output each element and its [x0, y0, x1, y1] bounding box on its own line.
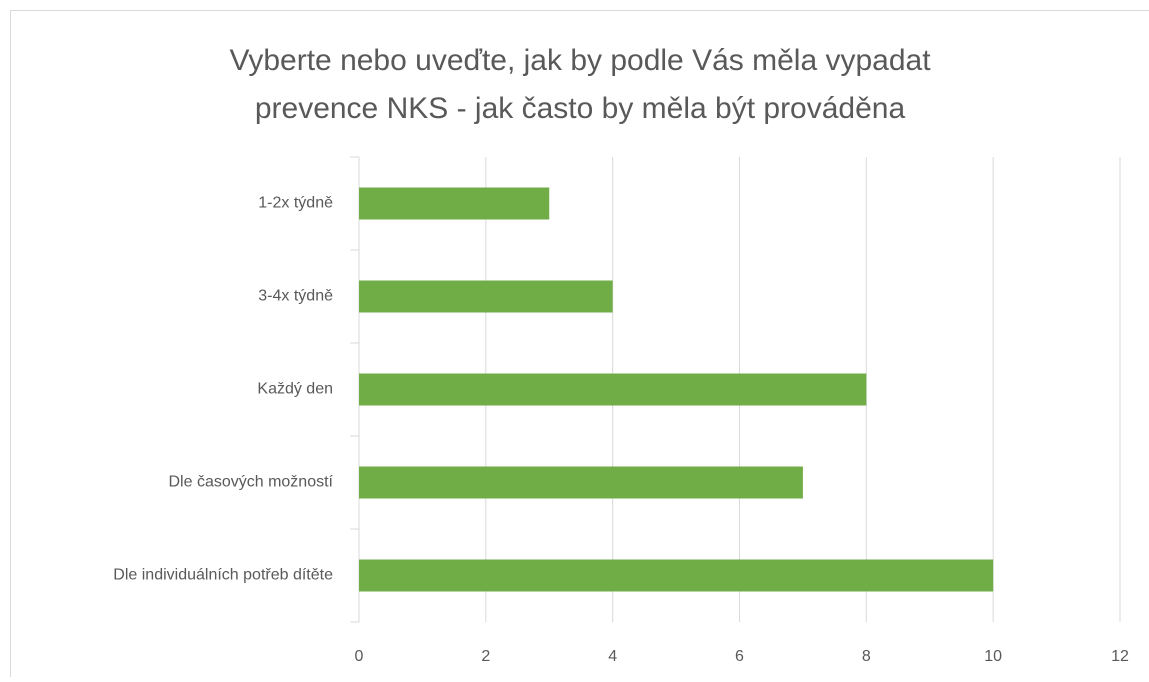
x-tick-label: 2: [481, 648, 490, 665]
bar: [359, 467, 803, 499]
chart-title-line: prevence NKS - jak často by měla být pro…: [255, 92, 906, 125]
bar: [359, 560, 993, 592]
x-tick-label: 8: [862, 648, 871, 665]
x-tick-label: 12: [1111, 648, 1129, 665]
bar: [359, 188, 549, 220]
y-tick-label: Každý den: [257, 381, 333, 398]
bar: [359, 374, 866, 406]
y-tick-label: 1-2x týdně: [258, 195, 333, 212]
x-tick-label: 4: [608, 648, 617, 665]
x-tick-label: 10: [984, 648, 1002, 665]
y-tick-label: Dle časových možností: [168, 474, 333, 491]
bar: [359, 281, 613, 313]
x-tick-label: 6: [735, 648, 744, 665]
y-tick-label: 3-4x týdně: [258, 288, 333, 305]
x-tick-label: 0: [355, 648, 364, 665]
y-tick-label: Dle individuálních potřeb dítěte: [113, 567, 333, 584]
chart-title-line: Vyberte nebo uveďte, jak by podle Vás mě…: [229, 44, 931, 77]
